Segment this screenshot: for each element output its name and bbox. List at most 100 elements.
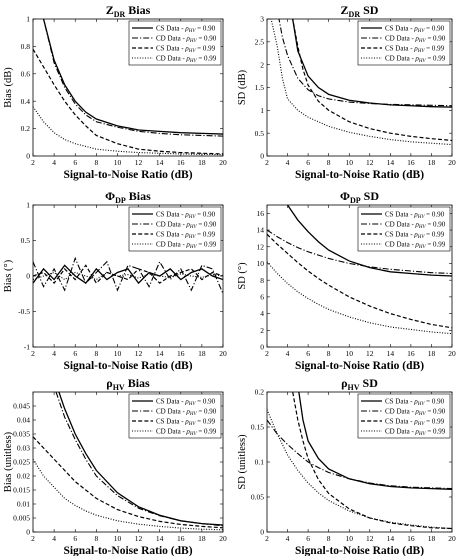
y-axis-label: Bias (unitless)	[3, 431, 14, 492]
x-tick-label: 4	[52, 158, 56, 167]
series-line-1	[267, 229, 452, 275]
series-group	[270, 19, 452, 146]
y-tick-label: 14	[257, 226, 265, 235]
x-tick-label: 14	[387, 349, 395, 358]
y-tick-label: 16	[257, 209, 265, 218]
series-line-0	[33, 264, 223, 285]
x-tick-label: 2	[31, 534, 35, 543]
legend-entry: CS Data - ρHV = 0.99	[385, 417, 445, 427]
x-tick-label: 16	[177, 534, 185, 543]
chart-title: ΦDP Bias	[105, 189, 151, 205]
y-axis-label: Bias (°)	[3, 259, 14, 292]
x-axis-label: Signal-to-Noise Ratio (dB)	[63, 360, 192, 372]
x-tick-label: 18	[198, 349, 206, 358]
series-line-0	[298, 392, 452, 490]
y-tick-label: 10	[257, 259, 265, 268]
series-line-2	[267, 233, 452, 329]
legend-entry: CS Data - ρHV = 0.99	[385, 230, 445, 240]
series-line-1	[278, 19, 452, 107]
x-tick-label: 2	[31, 349, 35, 358]
legend-entry: CS Data - ρHV = 0.90	[385, 24, 445, 34]
x-tick-label: 10	[345, 158, 353, 167]
x-tick-label: 6	[306, 349, 310, 358]
y-tick-label: 3	[260, 15, 264, 24]
y-tick-label: 0	[26, 272, 30, 281]
y-tick-label: 8	[260, 276, 264, 285]
y-tick-label: -1	[24, 343, 30, 352]
x-tick-label: 2	[265, 349, 269, 358]
y-tick-label: 0.5	[21, 236, 31, 245]
y-tick-label: 6	[260, 292, 264, 301]
series-line-3	[267, 261, 452, 335]
x-tick-label: 10	[345, 534, 353, 543]
x-tick-label: 8	[327, 534, 331, 543]
y-tick-label: 0.2	[21, 124, 31, 133]
y-axis-label: SD (°)	[237, 262, 248, 290]
y-tick-label: 0	[26, 152, 30, 161]
y-tick-label: 0.5	[255, 129, 265, 138]
x-tick-label: 20	[448, 158, 456, 167]
x-tick-label: 14	[156, 534, 164, 543]
series-line-1	[55, 392, 223, 527]
x-tick-label: 4	[52, 534, 56, 543]
x-tick-label: 4	[286, 349, 290, 358]
x-tick-label: 6	[306, 158, 310, 167]
legend-entry: CS Data - ρHV = 0.90	[156, 397, 216, 407]
x-tick-label: 16	[407, 158, 415, 167]
legend-entry: CD Data - ρHV = 0.99	[156, 240, 217, 250]
chart-title: ρHV SD	[341, 376, 378, 392]
x-tick-label: 2	[265, 534, 269, 543]
x-tick-label: 10	[114, 349, 122, 358]
legend-entry: CS Data - ρHV = 0.90	[385, 210, 445, 220]
series-line-0	[42, 19, 223, 135]
x-axis-label: Signal-to-Noise Ratio (dB)	[63, 169, 192, 181]
series-line-3	[267, 409, 452, 530]
series-group	[33, 256, 223, 294]
y-tick-label: 0.8	[21, 42, 31, 51]
y-tick-label: 0	[260, 152, 264, 161]
y-tick-label: 1	[26, 15, 30, 24]
x-tick-label: 12	[135, 534, 143, 543]
legend-entry: CD Data - ρHV = 0.90	[156, 407, 217, 417]
x-tick-label: 6	[73, 158, 77, 167]
x-tick-label: 18	[198, 534, 206, 543]
y-tick-label: 0.4	[21, 97, 31, 106]
x-tick-label: 18	[428, 158, 436, 167]
series-group	[267, 392, 452, 530]
x-axis-label: Signal-to-Noise Ratio (dB)	[295, 545, 424, 556]
legend-entry: CD Data - ρHV = 0.99	[385, 240, 446, 250]
y-tick-label: 12	[257, 242, 265, 251]
legend-entry: CD Data - ρHV = 0.99	[385, 427, 446, 437]
y-tick-label: 0.005	[13, 514, 30, 523]
x-tick-label: 12	[366, 534, 374, 543]
series-line-0	[292, 19, 452, 108]
x-tick-label: 14	[156, 349, 164, 358]
legend-entry: CS Data - ρHV = 0.90	[385, 397, 445, 407]
y-tick-label: 4	[260, 309, 264, 318]
x-tick-label: 8	[94, 349, 98, 358]
y-tick-label: 0	[260, 343, 264, 352]
x-tick-label: 16	[177, 349, 185, 358]
x-tick-label: 4	[286, 158, 290, 167]
series-line-2	[292, 19, 452, 142]
y-tick-label: 0.025	[13, 458, 30, 467]
y-tick-label: 0	[26, 528, 30, 537]
x-tick-label: 2	[265, 158, 269, 167]
x-tick-label: 16	[407, 349, 415, 358]
x-tick-label: 20	[219, 534, 227, 543]
series-line-3	[33, 271, 223, 281]
chart-title: ZDR SD	[341, 3, 379, 19]
y-axis-label: Bias (dB)	[3, 67, 14, 108]
series-group	[33, 19, 223, 156]
chart-title: ΦDP SD	[340, 189, 379, 205]
x-tick-label: 16	[407, 534, 415, 543]
series-line-0	[286, 205, 452, 277]
y-tick-label: 0.15	[251, 423, 264, 432]
x-axis-label: Signal-to-Noise Ratio (dB)	[295, 169, 424, 181]
y-tick-label: 0.04	[17, 416, 30, 425]
x-tick-label: 14	[387, 534, 395, 543]
